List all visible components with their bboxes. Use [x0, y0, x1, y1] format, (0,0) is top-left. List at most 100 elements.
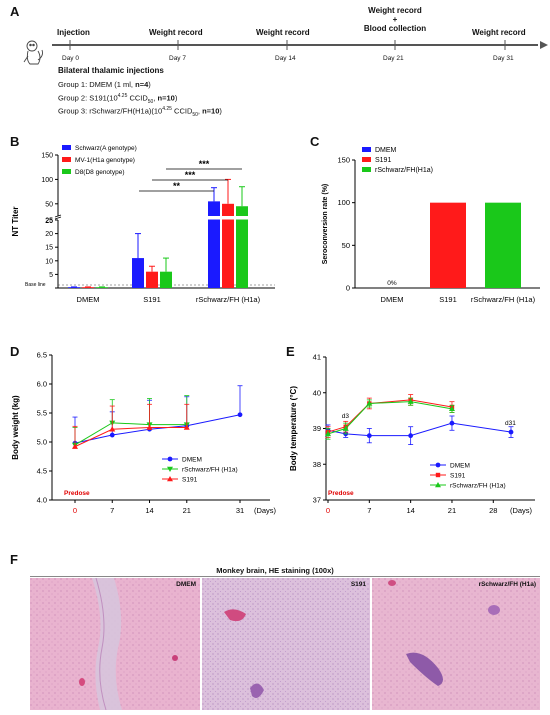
panel-a-timeline [23, 40, 548, 65]
x-tick-label: 0 [326, 506, 330, 515]
timeline-day: Day 14 [275, 55, 296, 62]
monkey-icon [23, 40, 43, 65]
data-point [237, 412, 243, 418]
bar [82, 287, 94, 288]
legend-marker [435, 462, 441, 468]
data-point [146, 424, 153, 430]
y-tick-label: 38 [313, 460, 321, 469]
legend-swatch [362, 157, 371, 162]
legend-label: MV-1(H1a genotype) [75, 157, 135, 164]
legend-marker [167, 456, 173, 462]
data-point [508, 429, 514, 435]
significance-label: *** [185, 170, 196, 180]
y-tick-label: 50 [342, 241, 350, 250]
y-tick-label: 100 [337, 198, 350, 207]
annotation-label: d31 [505, 420, 516, 427]
timeline-day: Day 21 [383, 55, 404, 62]
legend-label: DMEM [375, 147, 397, 154]
y-tick-label: 15 [45, 245, 53, 252]
significance-label: ** [173, 181, 181, 191]
predose-label: Predose [328, 490, 354, 497]
data-point [408, 433, 414, 439]
x-tick-label: S191 [439, 295, 457, 304]
y-tick-label: 6.0 [37, 380, 47, 389]
y-tick-label: 150 [337, 156, 350, 165]
y-tick-label: 100 [41, 177, 53, 184]
x-tick-label: DMEM [381, 295, 404, 304]
bar [485, 202, 521, 288]
timeline-day: Day 0 [62, 55, 79, 62]
he-image-label: rSchwarz/FH (H1a) [478, 581, 536, 588]
he-image-dmem-svg [30, 578, 200, 710]
series-line [327, 422, 512, 437]
panel-label-a: A [10, 4, 20, 19]
y-tick-label: 37 [313, 496, 321, 505]
bar [96, 287, 108, 288]
bar [222, 203, 234, 288]
significance-label: *** [199, 159, 210, 169]
legend-label: S191 [182, 477, 198, 484]
bar [236, 206, 248, 288]
legend-label: rSchwarz/FH (H1a) [450, 483, 506, 490]
x-tick-label: 21 [183, 506, 191, 515]
timeline-day: Day 7 [169, 55, 186, 62]
x-tick-label: 31 [236, 506, 244, 515]
data-point [109, 432, 115, 438]
bar-break-gap [205, 216, 253, 220]
panel-label-e: E [286, 344, 295, 359]
data-point [366, 433, 372, 439]
data-point [407, 398, 414, 404]
panel-label-b: B [10, 134, 20, 149]
y-tick-label: 50 [45, 201, 53, 208]
he-image-rschwarz-svg [372, 578, 540, 710]
y-tick-label: 4.0 [37, 496, 47, 505]
bar [146, 271, 158, 288]
he-image-label: S191 [350, 581, 366, 588]
legend-label: S191 [375, 157, 391, 164]
y-tick-label: 40 [313, 388, 321, 397]
y-tick-label: 6.5 [37, 351, 47, 360]
bar [160, 271, 172, 288]
data-point [183, 424, 190, 430]
y-tick-label: 39 [313, 424, 321, 433]
bar [430, 202, 466, 288]
legend-swatch [62, 169, 71, 174]
data-point [325, 430, 331, 437]
legend-marker [435, 472, 441, 478]
group-line-3: Group 3: rSchwarz/FH(H1a)(104.25 CCID50,… [58, 106, 222, 118]
chart-c-seroconversion: 0 50 100 150 Seroconversion rate (%) DMEM S191… [322, 147, 540, 304]
x-tick-label: 0 [73, 506, 77, 515]
data-point [72, 443, 78, 449]
timeline-day: Day 31 [493, 55, 514, 62]
data-point [449, 420, 455, 426]
y-tick-label: 41 [313, 353, 321, 362]
predose-label: Predose [64, 490, 90, 497]
he-image-rschwarz: rSchwarz/FH (H1a) [372, 578, 540, 710]
timeline-event-label: Weight record [256, 28, 310, 37]
legend-swatch [62, 145, 71, 150]
axis-break [54, 214, 62, 218]
data-point [448, 405, 455, 412]
y-tick-label: 4.5 [37, 467, 47, 476]
x-tick-label: 7 [110, 506, 114, 515]
legend-marker [435, 482, 441, 488]
group-line-1: Group 1: DMEM (1 ml, n=4) [58, 80, 151, 89]
y-axis-label: NT Titer [11, 206, 20, 236]
panel-f-rule [30, 576, 540, 577]
y-axis-label: Body temperature (°C) [289, 386, 298, 471]
bar [208, 201, 220, 288]
series-line [74, 414, 241, 444]
legend-marker [167, 466, 173, 472]
he-image-dmem: DMEM [30, 578, 200, 710]
x-tick-label: S191 [143, 295, 161, 304]
annotation-label: d3 [342, 413, 350, 420]
panel-label-d: D [10, 344, 20, 359]
legend-marker [167, 476, 173, 482]
x-tick-label: 7 [367, 506, 371, 515]
legend-label: Schwarz(A genotype) [75, 145, 137, 152]
x-tick-label: 14 [145, 506, 153, 515]
series-line [74, 427, 187, 448]
x-tick-label: 21 [448, 506, 456, 515]
legend-label: DMEM [450, 463, 470, 470]
bar [68, 287, 80, 288]
